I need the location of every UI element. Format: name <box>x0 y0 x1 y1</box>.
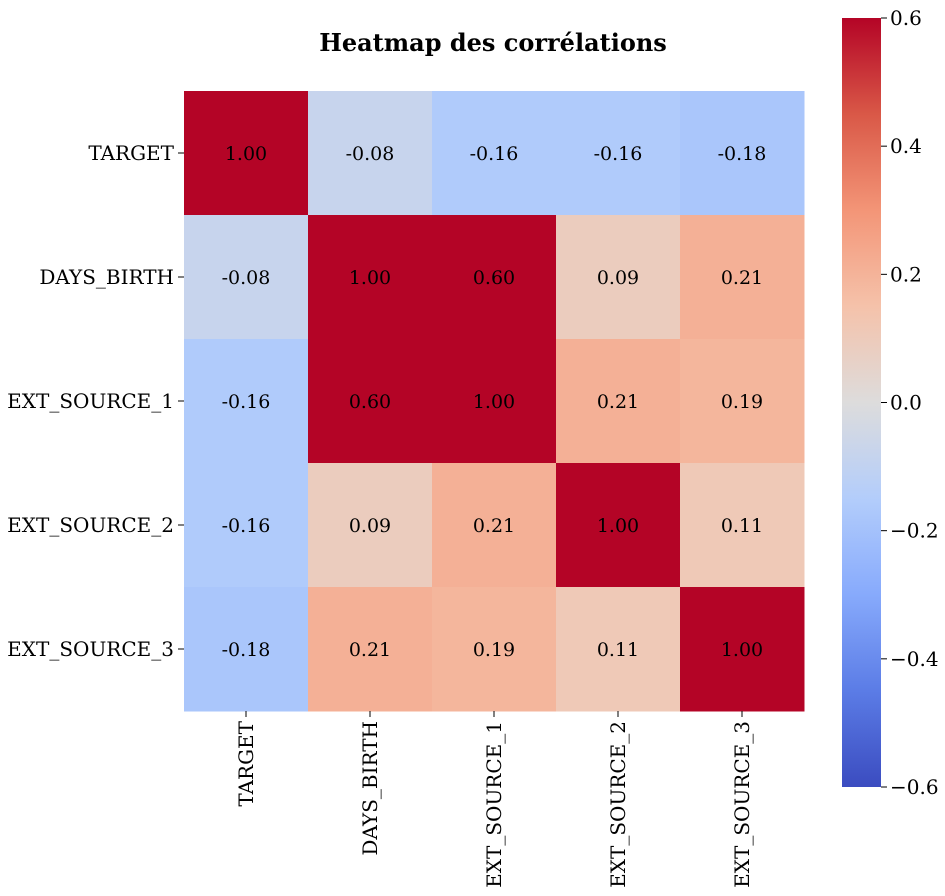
cell-value-label: -0.08 <box>222 267 271 289</box>
colorbar-tick-label: 0.0 <box>890 391 922 415</box>
heatmap-cell <box>184 463 309 588</box>
heatmap-cell <box>184 587 309 712</box>
row-label: DAYS_BIRTH <box>39 265 174 289</box>
cell-value-label: 0.11 <box>597 639 639 661</box>
heatmap-cells: 1.00 -0.08 -0.16 -0.16 -0.18 -0.08 1.00 0.60 0.0… <box>184 91 805 712</box>
heatmap-cell <box>184 91 309 216</box>
heatmap-cell <box>432 215 557 340</box>
cell-value-label: -0.08 <box>346 143 395 165</box>
heatmap-cell <box>308 91 433 216</box>
heatmap-cell <box>680 463 805 588</box>
cell-value-label: 0.21 <box>473 515 515 537</box>
cell-value-label: 1.00 <box>597 515 639 537</box>
chart-title: Heatmap des corrélations <box>319 28 667 57</box>
heatmap-cell <box>308 215 433 340</box>
colorbar-tick-label: −0.2 <box>890 519 939 543</box>
colorbar-tick-label: −0.4 <box>890 647 939 671</box>
heatmap-cell <box>556 339 681 464</box>
cell-value-label: -0.16 <box>594 143 643 165</box>
cell-value-label: 0.19 <box>721 391 763 413</box>
heatmap-cell <box>432 463 557 588</box>
heatmap-cell <box>680 91 805 216</box>
heatmap-cell <box>556 463 681 588</box>
column-label: DAYS_BIRTH <box>358 721 382 856</box>
heatmap-cell <box>556 587 681 712</box>
column-label: TARGET <box>234 720 258 806</box>
heatmap-cell <box>308 587 433 712</box>
cell-value-label: 0.09 <box>597 267 639 289</box>
cell-value-label: -0.16 <box>470 143 519 165</box>
cell-value-label: 1.00 <box>473 391 515 413</box>
heatmap-cell <box>184 339 309 464</box>
heatmap-cell <box>432 91 557 216</box>
cell-value-label: -0.18 <box>222 639 271 661</box>
row-label: TARGET <box>88 141 174 165</box>
heatmap-cell <box>432 339 557 464</box>
colorbar-tick-label: 0.6 <box>890 6 922 30</box>
colorbar-tick-label: −0.6 <box>890 775 939 799</box>
heatmap-cell <box>680 587 805 712</box>
cell-value-label: 0.21 <box>597 391 639 413</box>
cell-value-label: 0.21 <box>349 639 391 661</box>
cell-value-label: -0.18 <box>718 143 767 165</box>
heatmap-cell <box>680 339 805 464</box>
column-label: EXT_SOURCE_3 <box>730 721 754 888</box>
column-label: EXT_SOURCE_1 <box>482 721 506 888</box>
column-label: EXT_SOURCE_2 <box>606 721 630 888</box>
cell-value-label: -0.16 <box>222 391 271 413</box>
heatmap-cell <box>184 215 309 340</box>
cell-value-label: 0.11 <box>721 515 763 537</box>
row-label: EXT_SOURCE_2 <box>7 513 174 537</box>
row-label: EXT_SOURCE_3 <box>7 637 174 661</box>
heatmap-cell <box>556 215 681 340</box>
row-labels: TARGET DAYS_BIRTH EXT_SOURCE_1 EXT_SOURCE_2… <box>7 141 184 661</box>
column-labels: TARGET DAYS_BIRTH EXT_SOURCE_1 EXT_SOURCE_2… <box>234 711 754 888</box>
cell-value-label: 0.60 <box>349 391 391 413</box>
cell-value-label: -0.16 <box>222 515 271 537</box>
heatmap-cell <box>556 91 681 216</box>
cell-value-label: 0.60 <box>473 267 515 289</box>
heatmap-cell <box>680 215 805 340</box>
heatmap-cell <box>432 587 557 712</box>
colorbar-tick-label: 0.2 <box>890 262 922 286</box>
cell-value-label: 1.00 <box>721 639 763 661</box>
colorbar-tick-label: 0.4 <box>890 134 922 158</box>
cell-value-label: 0.21 <box>721 267 763 289</box>
heatmap-cell <box>308 339 433 464</box>
colorbar <box>842 18 881 787</box>
cell-value-label: 0.19 <box>473 639 515 661</box>
heatmap-cell <box>308 463 433 588</box>
cell-value-label: 1.00 <box>349 267 391 289</box>
colorbar-ticks: 0.6 0.4 0.2 0.0 −0.2 −0.4 −0.6 <box>881 6 939 799</box>
row-label: EXT_SOURCE_1 <box>7 389 174 413</box>
cell-value-label: 0.09 <box>349 515 391 537</box>
cell-value-label: 1.00 <box>225 143 267 165</box>
